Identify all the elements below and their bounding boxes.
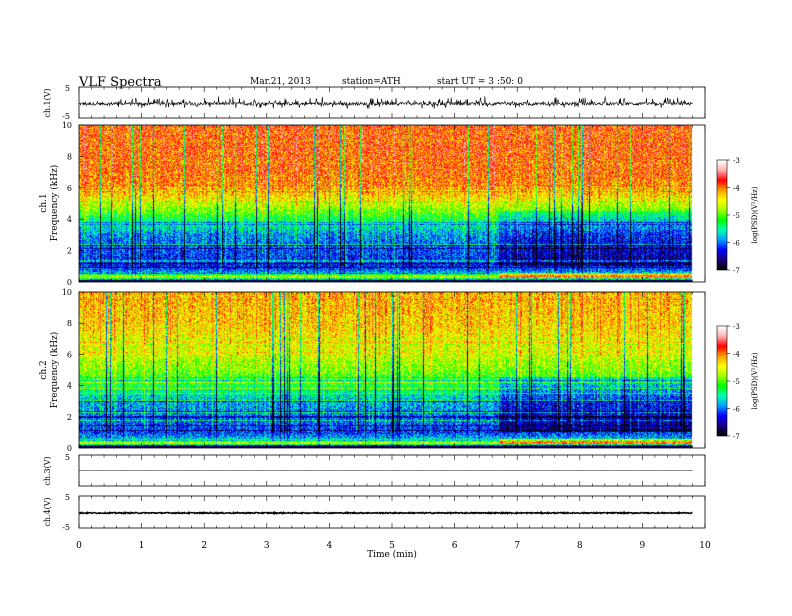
ch2-colorbar-label: log(PSD)(V²/Hz) [751, 352, 759, 409]
ch1-ytick-top: 5 [65, 84, 70, 93]
ch4-waveform-trace [78, 510, 693, 516]
frequency-tick-label: 2 [67, 413, 72, 422]
figure-start-time: start UT = 3 :50: 0 [437, 77, 523, 87]
time-axis-label: Time (min) [367, 549, 417, 560]
frequency-tick-label: 8 [67, 319, 72, 328]
ch3-ytick-top: 5 [65, 453, 70, 462]
frequency-tick-label: 10 [62, 121, 72, 130]
ch2-spectrogram-canvas [79, 292, 705, 448]
ch3-waveform-panel: 5 ch.3(V) [43, 453, 706, 487]
ch2-spectrogram-plot [79, 292, 705, 448]
colorbar-tick-label: -7 [733, 267, 740, 275]
ch1-frequency-axis-label: Frequency (kHz) [49, 165, 60, 242]
frequency-tick-label: 2 [67, 247, 72, 256]
frequency-tick-label: 4 [67, 215, 72, 224]
ch2-colorbar [717, 326, 727, 436]
ch1-colorbar-label: log(PSD)(V²/Hz) [751, 186, 759, 243]
ch4-waveform-ylabel: ch.4(V) [43, 497, 52, 526]
time-tick-label: 2 [201, 541, 207, 551]
ch3-waveform-ylabel: ch.3(V) [43, 456, 52, 485]
ch1-spectrogram-channel-label: ch.1 [39, 193, 49, 212]
ch1-spectrogram-plot [79, 125, 705, 282]
time-tick-label: 7 [514, 541, 520, 551]
colorbar-tick-label: -7 [733, 433, 740, 441]
colorbar-tick-label: -6 [733, 240, 740, 248]
time-tick-label: 3 [264, 541, 270, 551]
time-axis-ticks [78, 87, 706, 528]
figure-station: station=ATH [342, 77, 401, 87]
ch4-ytick-top: 5 [65, 493, 70, 502]
colorbar-tick-label: -5 [733, 212, 740, 220]
colorbar-tick-label: -5 [733, 378, 740, 386]
colorbar-tick-label: -6 [733, 406, 740, 414]
time-tick-label: 0 [76, 541, 82, 551]
colorbar-tick-label: -4 [733, 351, 740, 359]
time-tick-label: 1 [139, 541, 145, 551]
ch1-colorbar-ticks: -3 -4 -5 -6 -7 [727, 157, 740, 275]
time-tick-label: 10 [699, 541, 711, 551]
ch1-spectrogram-canvas [79, 125, 705, 282]
time-tick-label: 6 [452, 541, 458, 551]
colorbar-tick-label: -3 [733, 157, 740, 165]
colorbar-tick-label: -4 [733, 185, 740, 193]
ch1-frequency-ticks: 0 2 4 6 8 10 [62, 121, 84, 287]
ch1-colorbar-canvas [717, 160, 727, 270]
frequency-tick-label: 8 [67, 152, 72, 161]
time-tick-label: 4 [327, 541, 333, 551]
ch1-ytick-bottom: -5 [62, 112, 70, 121]
ch4-waveform-panel: 5 -5 ch.4(V) [43, 493, 706, 532]
time-axis-tick-labels: 0 1 2 3 4 5 6 7 8 9 10 [76, 541, 711, 551]
figure-date: Mar.21, 2013 [250, 77, 311, 87]
ch1-waveform-trace [79, 96, 693, 109]
ch2-spectrogram-channel-label: ch.2 [39, 360, 49, 379]
frequency-tick-label: 0 [67, 444, 72, 453]
frequency-tick-label: 6 [67, 184, 72, 193]
ch2-colorbar-canvas [717, 326, 727, 436]
ch2-colorbar-ticks: -3 -4 -5 -6 -7 [727, 323, 740, 441]
frequency-tick-label: 4 [67, 382, 72, 391]
ch2-frequency-axis-label: Frequency (kHz) [49, 332, 60, 409]
time-tick-label: 8 [577, 541, 583, 551]
frequency-tick-label: 0 [67, 278, 72, 287]
frequency-tick-label: 10 [62, 288, 72, 297]
ch2-frequency-ticks: 0 2 4 6 8 10 [62, 288, 84, 453]
time-tick-label: 9 [640, 541, 646, 551]
figure-title: VLF Spectra [78, 75, 162, 90]
colorbar-tick-label: -3 [733, 323, 740, 331]
ch4-ytick-bottom: -5 [62, 523, 70, 532]
frequency-tick-label: 6 [67, 350, 72, 359]
time-tick-label: 5 [389, 541, 395, 551]
ch1-colorbar [717, 160, 727, 270]
ch1-waveform-ylabel: ch.1(V) [43, 88, 52, 117]
